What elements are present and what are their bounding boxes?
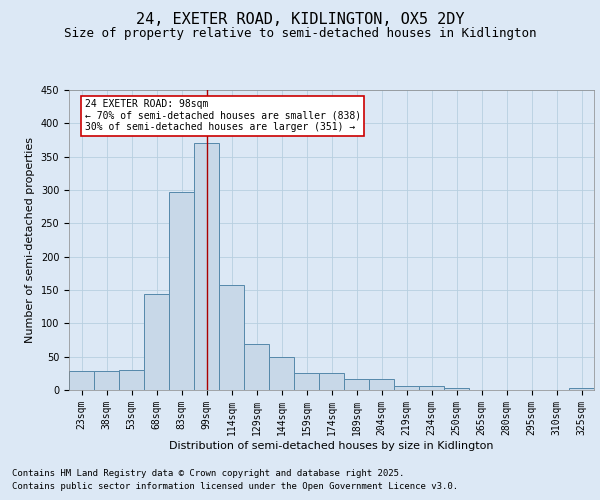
Bar <box>394 386 419 390</box>
Text: Size of property relative to semi-detached houses in Kidlington: Size of property relative to semi-detach… <box>64 28 536 40</box>
Bar <box>569 388 594 390</box>
Bar <box>269 356 294 390</box>
Bar <box>94 370 119 390</box>
Text: 24, EXETER ROAD, KIDLINGTON, OX5 2DY: 24, EXETER ROAD, KIDLINGTON, OX5 2DY <box>136 12 464 28</box>
Bar <box>444 388 469 390</box>
Text: Contains public sector information licensed under the Open Government Licence v3: Contains public sector information licen… <box>12 482 458 491</box>
Bar <box>294 374 319 390</box>
Text: Contains HM Land Registry data © Crown copyright and database right 2025.: Contains HM Land Registry data © Crown c… <box>12 468 404 477</box>
Bar <box>344 378 369 390</box>
Bar <box>244 344 269 390</box>
Bar <box>194 144 219 390</box>
Bar <box>144 294 169 390</box>
Bar <box>369 378 394 390</box>
Bar <box>119 370 144 390</box>
Bar <box>319 374 344 390</box>
Bar <box>219 286 244 390</box>
X-axis label: Distribution of semi-detached houses by size in Kidlington: Distribution of semi-detached houses by … <box>169 440 494 450</box>
Y-axis label: Number of semi-detached properties: Number of semi-detached properties <box>25 137 35 343</box>
Bar <box>419 386 444 390</box>
Text: 24 EXETER ROAD: 98sqm
← 70% of semi-detached houses are smaller (838)
30% of sem: 24 EXETER ROAD: 98sqm ← 70% of semi-deta… <box>85 99 361 132</box>
Bar <box>169 192 194 390</box>
Bar <box>69 372 94 390</box>
